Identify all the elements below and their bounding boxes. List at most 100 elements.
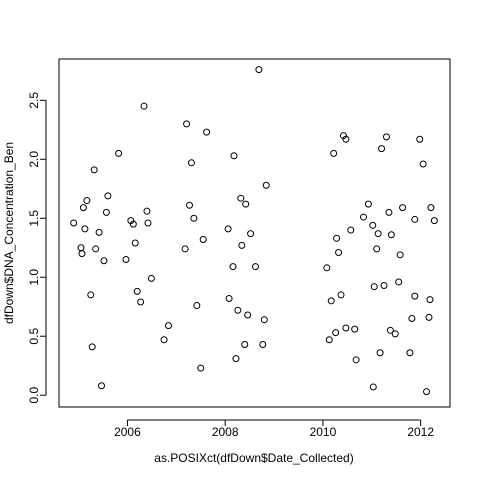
data-point (104, 192, 112, 200)
data-point (92, 245, 100, 253)
data-point (359, 213, 367, 221)
data-point (88, 343, 96, 351)
data-point (347, 226, 355, 234)
data-point (79, 204, 87, 212)
data-point (147, 274, 155, 282)
x-tick-label: 2008 (212, 425, 239, 439)
data-point (323, 264, 331, 272)
data-point (98, 382, 106, 390)
data-point (373, 245, 381, 253)
data-point (351, 325, 359, 333)
data-point (378, 145, 386, 153)
data-point (164, 322, 172, 330)
data-point (406, 349, 414, 357)
data-point (330, 149, 338, 157)
data-point (380, 281, 388, 289)
data-point (419, 160, 427, 168)
data-point (416, 135, 424, 143)
data-point (181, 245, 189, 253)
y-tick-label: 1.0 (27, 269, 41, 286)
data-point (133, 287, 141, 295)
data-point (335, 248, 343, 256)
data-point (364, 200, 372, 208)
data-point (122, 256, 130, 264)
data-point (332, 329, 340, 337)
data-point (140, 102, 148, 110)
data-point (160, 336, 168, 344)
y-tick-label: 0.0 (27, 387, 41, 404)
y-tick-label: 0.5 (27, 328, 41, 345)
x-tick-label: 2012 (407, 425, 434, 439)
data-point (229, 263, 237, 271)
data-point (129, 220, 137, 228)
x-axis-title: as.POSIXct(dfDown$Date_Collected) (154, 451, 353, 465)
data-point (187, 159, 195, 167)
x-axis: 2006 2008 2010 2012 as.POSIXct(dfDown$Da… (114, 419, 434, 465)
plot-frame (58, 58, 451, 408)
data-point (325, 336, 333, 344)
data-point (427, 204, 435, 212)
data-point (251, 263, 259, 271)
data-point (230, 152, 238, 160)
data-point (232, 355, 240, 363)
data-point (411, 215, 419, 223)
data-point (237, 194, 245, 202)
data-point (81, 225, 89, 233)
data-point (327, 297, 335, 305)
data-point (342, 324, 350, 332)
data-point (423, 388, 431, 396)
data-point (193, 302, 201, 310)
data-point (386, 326, 394, 334)
data-point (337, 291, 345, 299)
data-point (260, 316, 268, 324)
data-point (369, 383, 377, 391)
data-point (137, 298, 145, 306)
data-point (385, 208, 393, 216)
data-point (203, 128, 211, 136)
data-point (333, 234, 341, 242)
data-point (199, 235, 207, 243)
data-point (190, 214, 198, 222)
data-point (185, 201, 193, 209)
data-point (387, 231, 395, 239)
data-point (374, 230, 382, 238)
data-point (95, 228, 103, 236)
data-point (244, 311, 252, 319)
data-points (70, 66, 438, 396)
data-point (83, 197, 91, 205)
data-point (259, 340, 267, 348)
data-point (342, 135, 350, 143)
data-point (90, 166, 98, 174)
y-axis-title: dfDown$DNA_Concentration_Ben (2, 142, 16, 324)
x-tick-label: 2006 (114, 425, 141, 439)
data-point (247, 230, 255, 238)
data-point (425, 313, 433, 321)
data-point (225, 294, 233, 302)
data-point (391, 330, 399, 338)
data-point (241, 340, 249, 348)
y-tick-label: 1.5 (27, 210, 41, 227)
data-point (395, 278, 403, 286)
data-point (102, 208, 110, 216)
data-point (352, 356, 360, 364)
data-point (100, 257, 108, 265)
data-point (78, 250, 86, 258)
data-point (255, 66, 263, 74)
data-point (430, 217, 438, 225)
data-point (197, 364, 205, 372)
data-point (115, 149, 123, 157)
data-point (339, 132, 347, 140)
data-point (127, 217, 135, 225)
data-point (183, 120, 191, 128)
data-point (131, 239, 139, 247)
data-point (376, 349, 384, 357)
data-point (396, 251, 404, 259)
x-tick-label: 2010 (310, 425, 337, 439)
data-point (242, 200, 250, 208)
data-point (144, 219, 152, 227)
data-point (408, 315, 416, 323)
data-point (370, 283, 378, 291)
data-point (382, 133, 390, 141)
